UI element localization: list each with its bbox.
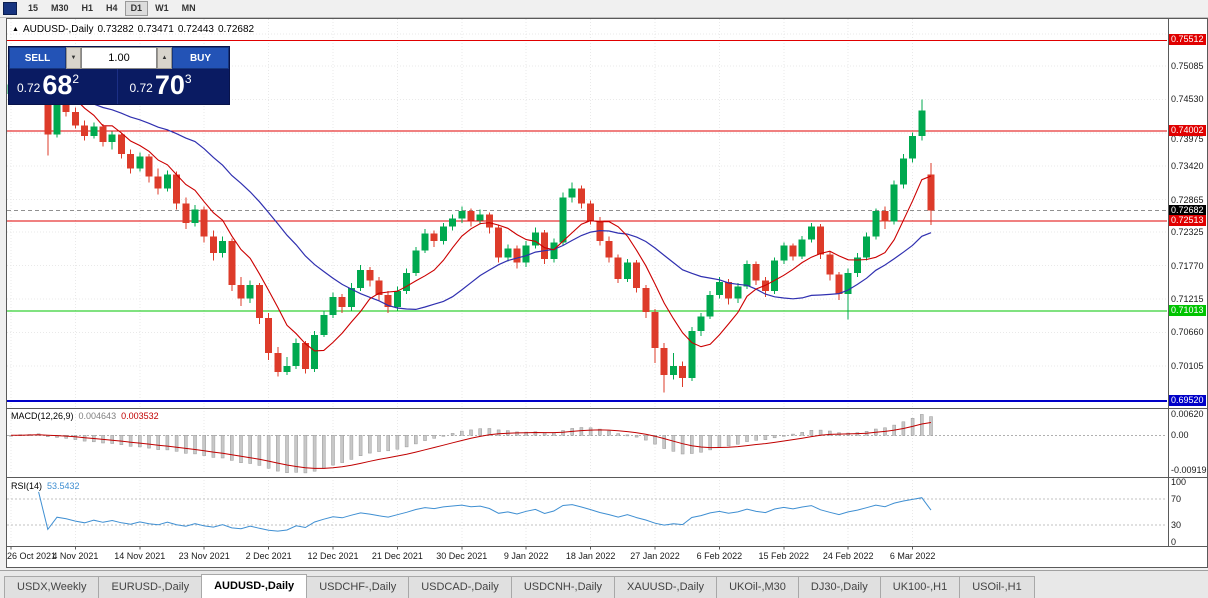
macd-name: MACD(12,26,9) (11, 411, 74, 421)
chart-tab-usdx-weekly[interactable]: USDX,Weekly (4, 576, 100, 598)
timeframe-button-h4[interactable]: H4 (106, 3, 118, 13)
chart-tab-dj30-daily[interactable]: DJ30-,Daily (797, 576, 881, 598)
rsi-value: 53.5432 (47, 481, 80, 491)
rsi-indicator-label: RSI(14) 53.5432 (11, 481, 80, 491)
sell-price[interactable]: 0.72 68 2 (9, 69, 117, 104)
buy-price-small: 0.72 (129, 81, 153, 95)
volume-input[interactable] (81, 47, 157, 69)
buy-button[interactable]: BUY (172, 47, 229, 69)
sell-button[interactable]: SELL (9, 47, 66, 69)
chart-tab-usoil-h1[interactable]: USOil-,H1 (959, 576, 1035, 598)
spinner-up-icon: ▲ (161, 55, 168, 61)
chart-tab-ukoil-m30[interactable]: UKOil-,M30 (716, 576, 799, 598)
sell-price-big: 68 (42, 70, 73, 100)
ma-slow-line (10, 74, 932, 311)
chart-title: ▲ AUDUSD-,Daily 0.73282 0.73471 0.72443 0.726… (12, 24, 258, 35)
chart-window-background (6, 18, 1208, 568)
ma-fast-line (10, 74, 932, 352)
chart-tab-audusd-daily[interactable]: AUDUSD-,Daily (201, 574, 308, 598)
volume-increase-button[interactable]: ▲ (157, 47, 172, 69)
volume-decrease-button[interactable]: ▼ (66, 47, 81, 69)
buy-price[interactable]: 0.72 70 3 (116, 69, 230, 104)
spinner-down-icon: ▼ (70, 55, 77, 61)
macd-main-value: 0.004643 (78, 411, 117, 421)
chart-tab-usdchf-daily[interactable]: USDCHF-,Daily (306, 576, 410, 598)
timeframe-button-w1[interactable]: W1 (155, 3, 169, 13)
sell-price-sup: 2 (72, 72, 80, 86)
chart-tab-xauusd-daily[interactable]: XAUUSD-,Daily (614, 576, 718, 598)
timeframe-toolbar: 15 M30 H1 H4 D1 W1 MN (0, 0, 1208, 18)
ohlc-high: 0.73471 (137, 24, 174, 35)
timeframe-button-mn[interactable]: MN (181, 3, 196, 13)
buy-price-sup: 3 (184, 72, 192, 86)
chart-marker-icon: ▲ (12, 26, 19, 33)
timeframe-button-h1[interactable]: H1 (81, 3, 94, 13)
ohlc-close: 0.72682 (217, 24, 255, 35)
chart-tab-eurusd-daily[interactable]: EURUSD-,Daily (98, 576, 203, 598)
chart-symbol: AUDUSD-,Daily (22, 24, 94, 35)
window-icon (3, 2, 17, 15)
macd-layer (7, 414, 1167, 474)
grid-layer (7, 19, 1167, 544)
timeframe-button-d1[interactable]: D1 (124, 1, 149, 16)
rsi-name: RSI(14) (11, 481, 43, 491)
macd-signal-value: 0.003532 (121, 411, 159, 421)
rsi-layer (7, 491, 1167, 532)
buy-price-big: 70 (154, 70, 185, 100)
chart-tab-usdcnh-daily[interactable]: USDCNH-,Daily (510, 576, 616, 598)
macd-indicator-label: MACD(12,26,9) 0.004643 0.003532 (11, 411, 159, 421)
chart-tab-uk100-h1[interactable]: UK100-,H1 (879, 576, 961, 598)
timeframe-button-m30[interactable]: M30 (51, 3, 69, 13)
chart-tabs-bar: USDX,Weekly EURUSD-,Daily AUDUSD-,Daily USD… (0, 570, 1208, 598)
sell-price-small: 0.72 (17, 81, 41, 95)
ohlc-low: 0.72443 (177, 24, 214, 35)
timeframe-button-15[interactable]: 15 (28, 3, 39, 13)
chart-tab-usdcad-daily[interactable]: USDCAD-,Daily (408, 576, 512, 598)
ohlc-open: 0.73282 (97, 24, 134, 35)
horizontal-levels-layer (7, 39, 1167, 402)
